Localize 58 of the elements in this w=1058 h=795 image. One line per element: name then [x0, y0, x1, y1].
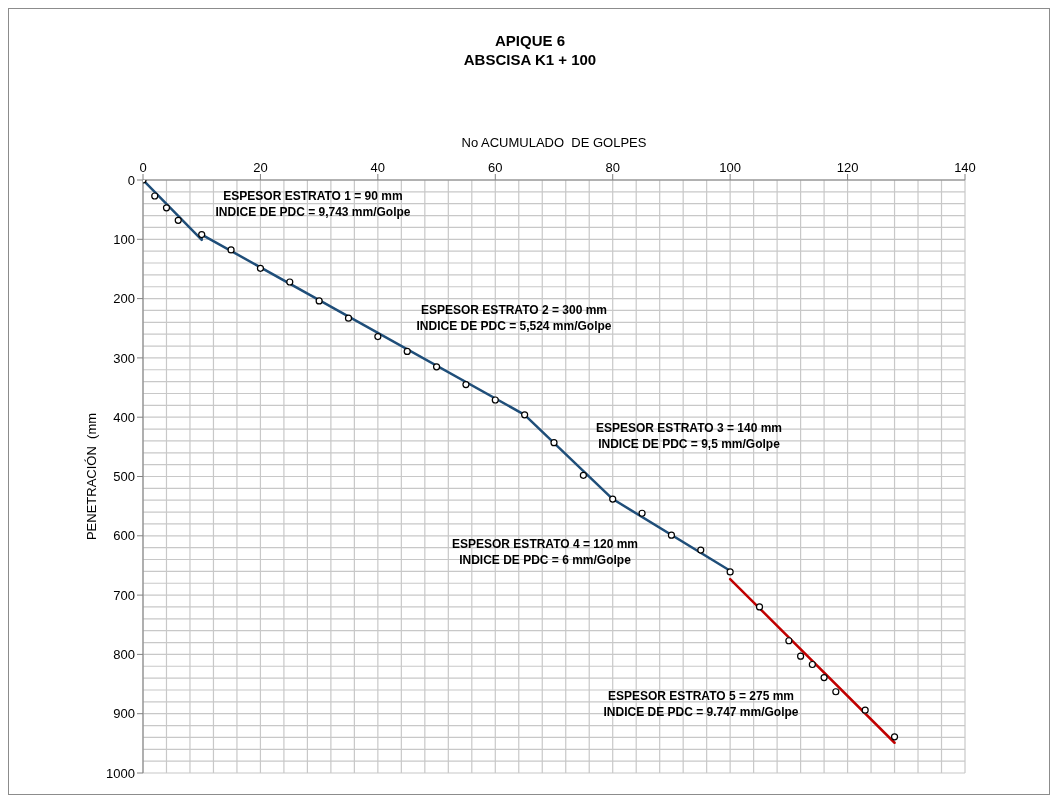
y-axis-title: PENETRACIÓN (mm [84, 412, 99, 541]
y-tick-label: 0 [127, 172, 135, 188]
y-tick-label: 300 [113, 350, 135, 366]
y-tick-label: 200 [113, 291, 135, 307]
point [151, 192, 159, 200]
point [808, 660, 816, 669]
y-tick-label: 500 [113, 469, 135, 485]
point [797, 652, 805, 660]
point [344, 314, 353, 322]
y-tick-label: 800 [113, 647, 135, 663]
x-tick-label: 140 [954, 160, 976, 175]
point [521, 411, 529, 419]
x-tick-label: 40 [370, 160, 386, 175]
point [162, 204, 171, 212]
point [256, 264, 265, 272]
annotation: ESPESOR ESTRATO 4 = 120 mm INDICE DE PDC = 6 mm/Golpe [452, 537, 638, 567]
point [755, 603, 764, 611]
y-tick-label: 600 [113, 528, 135, 544]
point [609, 495, 617, 503]
point [227, 246, 235, 254]
point [785, 637, 793, 645]
x-tick-label: 60 [488, 160, 503, 175]
point [315, 297, 323, 305]
point [286, 278, 294, 286]
point [861, 706, 869, 714]
point [462, 380, 470, 389]
point [667, 531, 676, 539]
annotation: ESPESOR ESTRATO 2 = 300 mm INDICE DE PDC = 5,524 mm/Golpe [416, 303, 612, 333]
point [403, 347, 411, 355]
point [697, 546, 705, 554]
point [726, 568, 734, 576]
point [198, 230, 206, 239]
point [820, 673, 828, 682]
point [832, 688, 840, 696]
chart-subtitle: ABSCISA K1 + 100 [463, 51, 597, 68]
y-tick-label: 900 [113, 706, 135, 722]
x-tick-label: 0 [139, 160, 147, 175]
chart-title: APIQUE 6 [494, 32, 566, 49]
point [638, 509, 646, 517]
x-axis-title: No ACUMULADO DE GOLPES [461, 135, 647, 150]
annotation: ESPESOR ESTRATO 3 = 140 mm INDICE DE PDC = 9,5 mm/Golpe [596, 421, 782, 451]
y-tick-label: 1000 [106, 765, 135, 781]
x-tick-label: 100 [719, 160, 741, 175]
point [491, 396, 499, 404]
x-tick-label: 120 [836, 160, 859, 175]
point [550, 439, 558, 447]
y-tick-label: 100 [113, 231, 135, 247]
y-tick-label: 700 [113, 587, 135, 603]
point [579, 471, 587, 479]
y-tick-label: 400 [113, 409, 135, 425]
point [374, 332, 382, 341]
annotation: ESPESOR ESTRATO 1 = 90 mm INDICE DE PDC = 9,743 mm/Golpe [215, 189, 411, 219]
x-tick-label: 80 [605, 160, 620, 175]
point [174, 216, 182, 224]
point [890, 733, 899, 741]
point [432, 363, 441, 371]
x-tick-label: 20 [253, 160, 268, 175]
annotation: ESPESOR ESTRATO 5 = 275 mm INDICE DE PDC = 9.747 mm/Golpe [603, 689, 799, 719]
